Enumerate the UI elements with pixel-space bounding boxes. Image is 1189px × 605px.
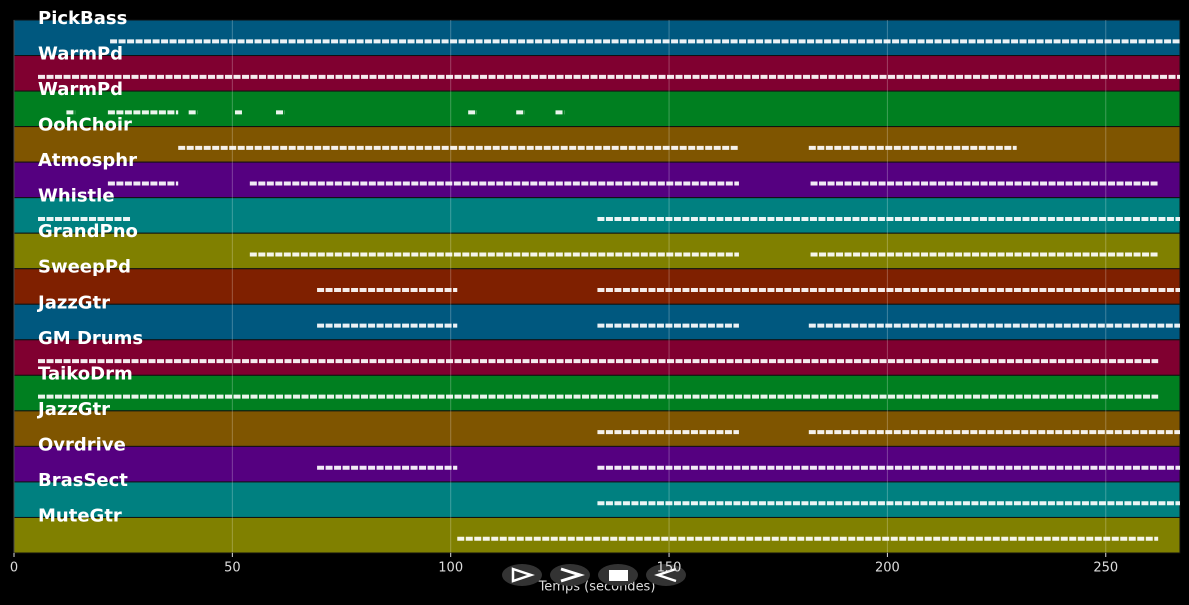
track-row <box>13 197 1181 234</box>
track-label: TaikoDrm <box>38 363 133 384</box>
track-label: GM Drums <box>38 328 143 349</box>
track-row <box>13 232 1181 270</box>
play-button[interactable] <box>502 564 542 586</box>
track-row <box>13 374 1181 412</box>
track-label: MuteGtr <box>38 505 122 526</box>
track-rows <box>13 19 1181 554</box>
track-label: Ovrdrive <box>38 434 126 455</box>
x-tick-label: 250 <box>1093 561 1118 576</box>
track-row <box>13 90 1181 128</box>
track-label: BrasSect <box>38 470 128 491</box>
labels: PickBass WarmPd WarmPd OohChoir Atmosphr Whis… <box>36 8 143 526</box>
track-label: WarmPd <box>38 44 123 65</box>
track-row <box>13 268 1181 305</box>
x-tick-label: 0 <box>10 561 18 576</box>
track-label: OohChoir <box>38 115 132 136</box>
track-row <box>13 339 1181 376</box>
x-tick-label: 50 <box>224 561 241 576</box>
track-label: JazzGtr <box>36 399 110 420</box>
stop-button[interactable] <box>598 564 638 586</box>
track-row <box>13 481 1181 518</box>
x-tick-label: 200 <box>875 561 900 576</box>
grid <box>13 20 1107 553</box>
track-row <box>13 55 1181 92</box>
track-row <box>13 445 1181 483</box>
track-label: PickBass <box>38 8 127 29</box>
track-row <box>13 161 1181 199</box>
track-label: GrandPno <box>38 221 138 242</box>
track-row <box>13 410 1181 447</box>
track-row <box>13 19 1181 57</box>
track-label: SweepPd <box>38 257 131 278</box>
x-tick-label: 100 <box>438 561 463 576</box>
track-row <box>13 126 1181 163</box>
track-row <box>13 303 1181 341</box>
track-row <box>13 516 1181 554</box>
forward-button[interactable] <box>550 564 590 586</box>
track-label: WarmPd <box>38 79 123 100</box>
x-tick-label: 150 <box>657 561 682 576</box>
track-label: JazzGtr <box>36 292 110 313</box>
track-label: Atmosphr <box>38 150 137 171</box>
notes <box>38 39 1180 541</box>
track-label: Whistle <box>38 186 115 207</box>
playback-controls <box>502 564 686 586</box>
back-button[interactable] <box>646 564 686 586</box>
